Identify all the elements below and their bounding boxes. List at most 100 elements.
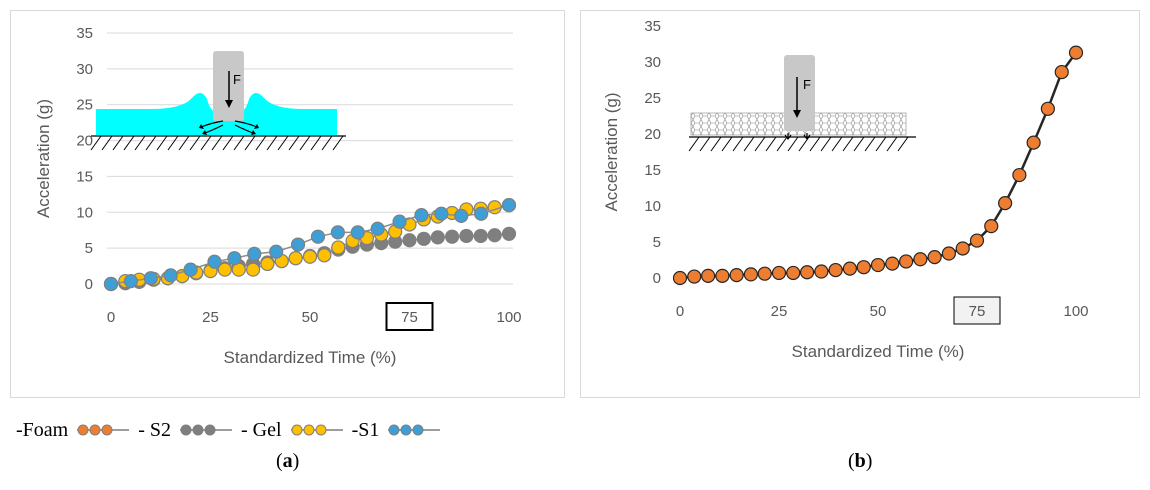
data-point: [899, 254, 914, 269]
data-point: [913, 252, 928, 267]
hatch-line: [688, 136, 700, 152]
caption-a: (a): [276, 450, 299, 473]
axis-ticks-b: 0 5 10 15 20 25 30 35 0 25 50 75 100: [644, 18, 1088, 320]
series-line: [679, 51, 1078, 280]
hatch-line: [743, 136, 755, 152]
chart-b-svg: F 0 5 10 15 20 25 30 35 0 25 50 75 100 Acceleration …: [602, 18, 1089, 361]
data-point: [350, 225, 365, 240]
hatch-line: [233, 135, 245, 151]
hatch-line: [266, 135, 278, 151]
legend-symbol-s2: [180, 424, 233, 436]
data-point: [969, 233, 985, 248]
y-tick-label: 20: [76, 133, 93, 150]
x-tick-label: 100: [496, 309, 521, 326]
data-point: [163, 268, 178, 283]
legend-symbol-s1: [388, 424, 441, 436]
hatch-line: [765, 136, 777, 152]
hatch-line: [123, 135, 135, 151]
data-point: [1068, 45, 1084, 60]
data-point: [430, 230, 445, 245]
data-point: [672, 270, 688, 286]
hatch-line: [732, 136, 744, 152]
data-point: [1054, 64, 1069, 80]
data-point: [245, 262, 261, 277]
hatch-line: [288, 135, 300, 151]
impactor-block-b: [784, 55, 815, 131]
caption-b: (b): [848, 450, 872, 473]
data-point: [828, 262, 843, 278]
data-point: [757, 266, 772, 281]
hatch-line: [222, 135, 234, 151]
data-point: [856, 260, 871, 275]
y-tick-label: 0: [85, 276, 93, 293]
y-tick-label: 25: [644, 90, 661, 107]
data-point: [317, 248, 332, 263]
y-tick-label: 25: [76, 97, 93, 114]
hatch-line: [776, 136, 788, 152]
flow-arrowhead-left: [199, 124, 207, 135]
hatch-line: [820, 136, 832, 152]
hatch-line: [842, 136, 854, 152]
data-point: [1040, 101, 1055, 116]
legend-label-s1: -S1: [351, 418, 380, 441]
data-point: [227, 251, 242, 266]
data-point: [487, 200, 502, 215]
ground-hatching-b: [688, 136, 909, 152]
data-point: [800, 265, 815, 280]
data-point: [331, 240, 346, 255]
data-point: [842, 261, 857, 276]
series-group-a: [103, 198, 517, 292]
y-tick-label: 35: [76, 25, 93, 42]
x-tick-label: 75: [969, 303, 986, 320]
data-point: [786, 265, 801, 281]
x-tick-label: 25: [771, 303, 788, 320]
x-tick-label: 25: [202, 309, 219, 326]
data-point: [143, 271, 158, 286]
y-tick-label: 10: [76, 204, 93, 221]
hatch-line: [864, 136, 876, 152]
data-point: [701, 268, 716, 283]
hatch-line: [145, 135, 157, 151]
data-point: [715, 268, 730, 283]
data-point: [501, 226, 517, 241]
flow-arrowhead-right: [251, 124, 259, 135]
legend-symbol-foam: [77, 424, 130, 436]
data-point: [370, 221, 385, 236]
hatch-line: [277, 135, 289, 151]
inset-force-label-b: F: [803, 77, 811, 92]
data-point: [269, 244, 284, 259]
hatch-line: [897, 136, 909, 152]
data-point: [416, 231, 431, 246]
hatch-line: [189, 135, 201, 151]
hatch-line: [721, 136, 733, 152]
hatch-line: [710, 136, 722, 152]
data-point: [454, 208, 469, 223]
flow-arrows-left: [200, 120, 224, 134]
x-tick-label: 100: [1063, 303, 1088, 320]
data-point: [302, 249, 318, 264]
highlighted-tick-box-a: [385, 302, 434, 331]
data-point: [814, 264, 829, 279]
data-point: [487, 228, 502, 243]
axis-ticks-a: 0 5 10 15 20 25 30 35 0 25 50 75 100: [76, 25, 521, 326]
y-tick-label: 35: [644, 18, 661, 35]
x-axis-label-b: Standardized Time (%): [792, 342, 965, 361]
data-point: [183, 262, 198, 277]
force-arrow-head-b: [793, 110, 801, 118]
flow-arrows-right: [234, 120, 258, 134]
y-tick-label: 30: [644, 54, 661, 71]
hatch-line: [798, 136, 810, 152]
series-group-b: [672, 45, 1084, 286]
hatch-line: [310, 135, 322, 151]
hatch-line: [134, 135, 146, 151]
hatch-line: [332, 135, 344, 151]
data-point: [729, 268, 744, 283]
caption-a-letter: a: [282, 450, 293, 472]
inset-diagram-b: F: [688, 55, 916, 152]
x-tick-label: 0: [107, 309, 115, 326]
hatch-line: [167, 135, 179, 151]
data-point: [247, 246, 262, 261]
grid-lines-a: [107, 32, 513, 285]
hatch-line: [699, 136, 711, 152]
y-tick-label: 20: [644, 126, 661, 143]
